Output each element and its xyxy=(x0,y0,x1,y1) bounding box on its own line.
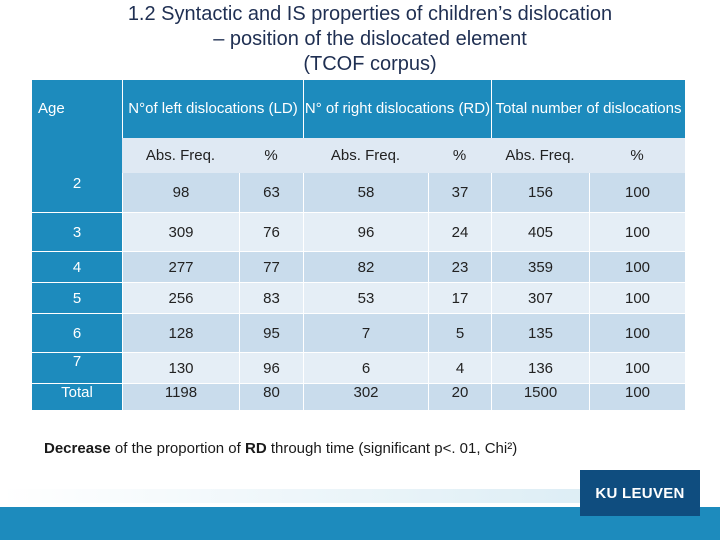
table-row: 4 277 77 82 23 359 100 xyxy=(32,251,685,282)
table-row: 6 128 95 7 5 135 100 xyxy=(32,313,685,352)
cell-rd-abs: 96 xyxy=(303,212,428,251)
cell-tot-abs: 135 xyxy=(491,313,589,352)
cell-ld-pct: 83 xyxy=(239,282,303,313)
dislocation-table: Age N°of left dislocations (LD) N° of ri… xyxy=(32,80,685,410)
cell-tot-abs: 405 xyxy=(491,212,589,251)
cell-ld-pct: 76 xyxy=(239,212,303,251)
cell-ld-pct: 80 xyxy=(239,383,303,410)
subheader-rd-pct: % xyxy=(428,138,491,173)
cell-rd-abs: 82 xyxy=(303,251,428,282)
cell-tot-abs: 156 xyxy=(491,173,589,212)
cell-rd-pct: 20 xyxy=(428,383,491,410)
cell-tot-pct: 100 xyxy=(589,173,685,212)
cell-rd-pct: 24 xyxy=(428,212,491,251)
cell-tot-pct: 100 xyxy=(589,251,685,282)
subheader-ld-abs: Abs. Freq. xyxy=(122,138,239,173)
cell-ld-abs: 256 xyxy=(122,282,239,313)
row-age: Total xyxy=(32,383,122,410)
ku-leuven-logo: KU LEUVEN xyxy=(580,470,700,516)
cell-tot-abs: 359 xyxy=(491,251,589,282)
note-text-2: through time (significant p<. 01, Chi²) xyxy=(266,440,518,457)
table-subheader-row: Abs. Freq. % Abs. Freq. % Abs. Freq. % xyxy=(32,138,685,173)
cell-ld-pct: 77 xyxy=(239,251,303,282)
cell-ld-abs: 128 xyxy=(122,313,239,352)
table-row: 3 309 76 96 24 405 100 xyxy=(32,212,685,251)
note-bold-rd: RD xyxy=(245,440,267,457)
table-header-row: Age N°of left dislocations (LD) N° of ri… xyxy=(32,80,685,138)
cell-tot-pct: 100 xyxy=(589,212,685,251)
cell-ld-abs: 309 xyxy=(122,212,239,251)
row-age: 6 xyxy=(32,313,122,352)
cell-rd-pct: 5 xyxy=(428,313,491,352)
title-line-1: 1.2 Syntactic and IS properties of child… xyxy=(127,3,613,25)
row-age: 4 xyxy=(32,251,122,282)
cell-rd-abs: 7 xyxy=(303,313,428,352)
cell-ld-pct: 63 xyxy=(239,173,303,212)
row-age: 3 xyxy=(32,212,122,251)
row-age: 5 xyxy=(32,282,122,313)
cell-rd-abs: 6 xyxy=(303,352,428,383)
cell-rd-pct: 17 xyxy=(428,282,491,313)
subheader-rd-abs: Abs. Freq. xyxy=(303,138,428,173)
header-age: Age xyxy=(32,80,122,138)
cell-rd-pct: 4 xyxy=(428,352,491,383)
note-bold-decrease: Decrease xyxy=(44,440,111,457)
title-line-3: (TCOF corpus) xyxy=(303,53,437,75)
header-left-dislocations: N°of left dislocations (LD) xyxy=(122,80,303,138)
table-row-total: Total 1198 80 302 20 1500 100 xyxy=(32,383,685,410)
cell-ld-pct: 96 xyxy=(239,352,303,383)
cell-rd-abs: 53 xyxy=(303,282,428,313)
header-right-dislocations: N° of right dislocations (RD) xyxy=(303,80,491,138)
cell-tot-pct: 100 xyxy=(589,352,685,383)
subheader-tot-pct: % xyxy=(589,138,685,173)
row-age: 7 xyxy=(32,352,122,383)
conclusion-note: Decrease of the proportion of RD through… xyxy=(44,440,517,457)
table-row: 7 130 96 6 4 136 100 xyxy=(32,352,685,383)
cell-tot-abs: 1500 xyxy=(491,383,589,410)
slide-title: 1.2 Syntactic and IS properties of child… xyxy=(0,2,720,77)
cell-tot-pct: 100 xyxy=(589,282,685,313)
cell-rd-abs: 302 xyxy=(303,383,428,410)
title-line-2: – position of the dislocated element xyxy=(213,28,527,50)
table-row: 5 256 83 53 17 307 100 xyxy=(32,282,685,313)
cell-ld-abs: 98 xyxy=(122,173,239,212)
cell-ld-abs: 277 xyxy=(122,251,239,282)
cell-tot-abs: 307 xyxy=(491,282,589,313)
cell-tot-pct: 100 xyxy=(589,313,685,352)
note-text-1: of the proportion of xyxy=(110,440,245,457)
cell-ld-abs: 130 xyxy=(122,352,239,383)
row-age: 2 xyxy=(32,173,122,212)
header-total-dislocations: Total number of dislocations xyxy=(491,80,685,138)
cell-rd-abs: 58 xyxy=(303,173,428,212)
cell-rd-pct: 37 xyxy=(428,173,491,212)
subheader-ld-pct: % xyxy=(239,138,303,173)
cell-ld-abs: 1198 xyxy=(122,383,239,410)
cell-ld-pct: 95 xyxy=(239,313,303,352)
cell-tot-pct: 100 xyxy=(589,383,685,410)
subheader-blank xyxy=(32,138,122,173)
cell-tot-abs: 136 xyxy=(491,352,589,383)
table-row: 2 98 63 58 37 156 100 xyxy=(32,173,685,212)
subheader-tot-abs: Abs. Freq. xyxy=(491,138,589,173)
logo-text: KU LEUVEN xyxy=(595,484,685,502)
cell-rd-pct: 23 xyxy=(428,251,491,282)
